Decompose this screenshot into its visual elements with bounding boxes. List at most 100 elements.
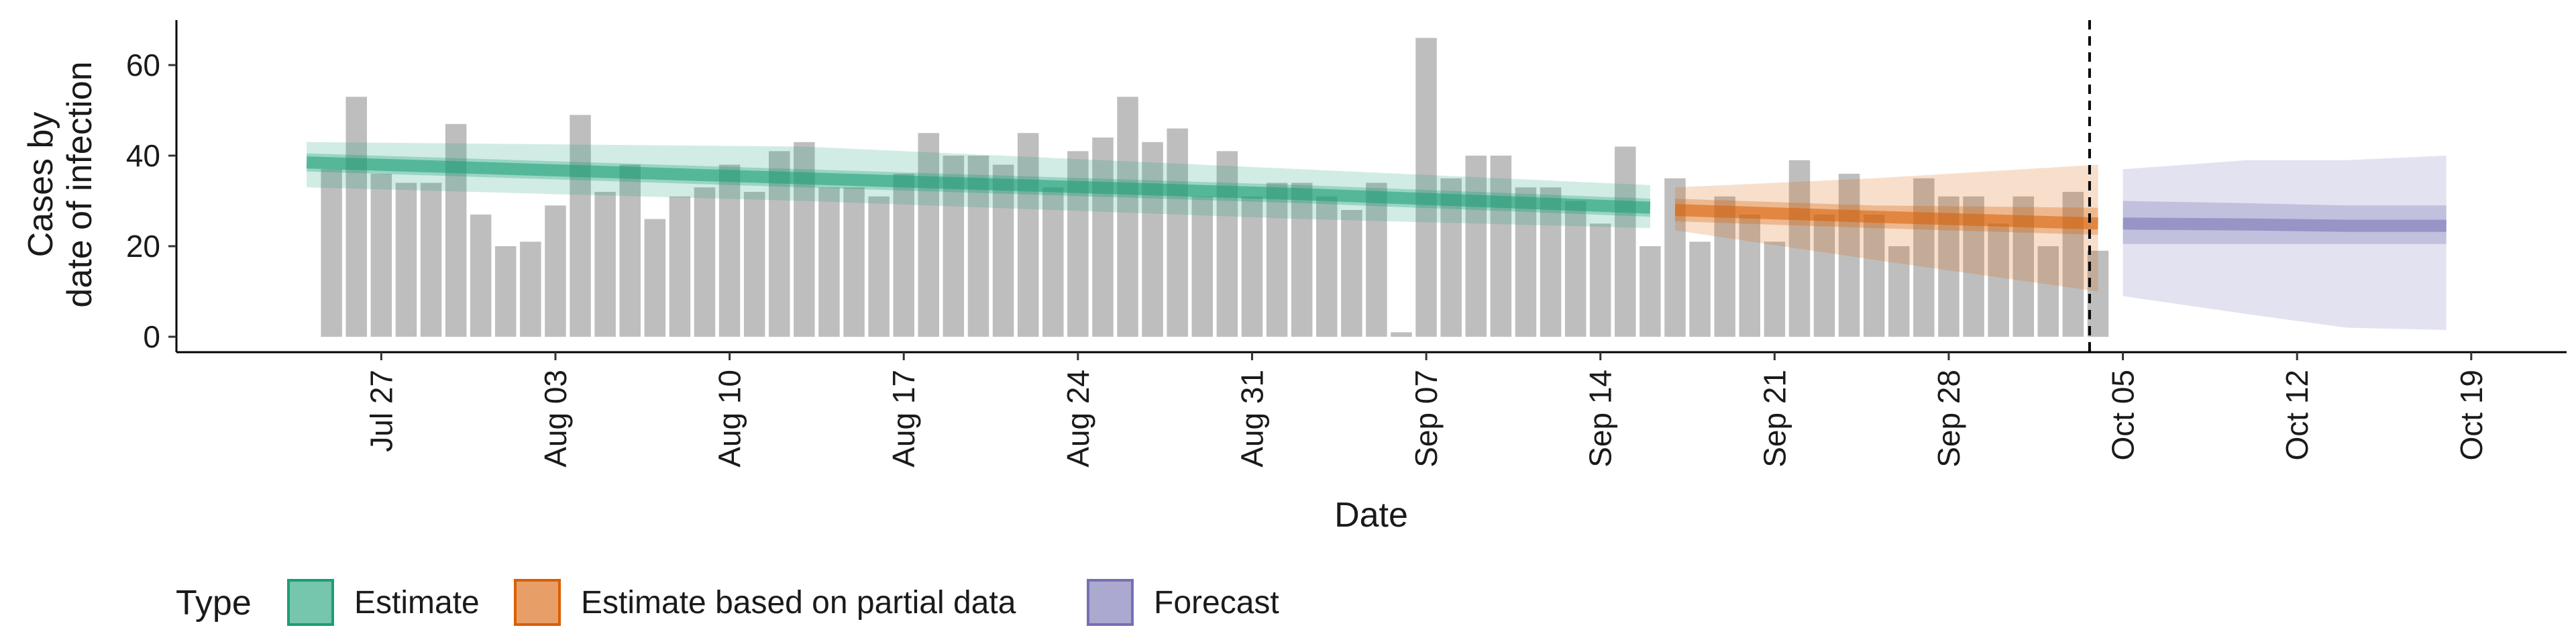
x-tick-label: Aug 17 [886,370,921,468]
case-bar [1714,196,1735,337]
case-bar [2037,246,2059,337]
case-bar [570,115,591,337]
case-bar [1490,156,1512,337]
series-estimate [306,142,1651,228]
case-bar [718,164,741,337]
case-bar [1888,246,1910,337]
median-line [2123,217,2447,232]
case-bar [1415,38,1437,337]
case-bar [918,133,939,337]
median-line [1674,204,2098,230]
case-bar [644,219,666,337]
case-bar [1863,214,1885,337]
y-axis-label-line2: date of infection [60,61,99,307]
axes [175,20,2567,354]
x-tick-label: Sep 07 [1409,370,1444,468]
x-tick-label: Sep 14 [1583,370,1618,468]
case-bar [1366,182,1387,337]
x-tick-label: Oct 05 [2106,370,2141,461]
x-tick-label: Jul 27 [364,370,398,452]
series-estimate-based-on-partial-data [1674,164,2098,292]
case-bar [1017,133,1039,337]
x-tick-label: Sep 28 [1931,370,1966,468]
case-bar [495,246,517,337]
case-bar [1913,178,1935,337]
x-tick-label: Aug 24 [1061,370,1095,468]
case-bar [893,174,914,337]
case-bar [1316,196,1338,337]
y-axis-label-line1: Cases by [21,112,60,258]
case-bar [1167,128,1188,337]
x-tick-label: Sep 21 [1757,370,1792,468]
x-tick-label: Oct 19 [2454,370,2489,461]
legend: Type Estimate Estimate based on partial … [176,579,1279,626]
case-bar [1515,187,1537,337]
case-bar [2087,250,2109,337]
case-bar [1739,214,1760,337]
legend-label-estimate: Estimate [354,585,480,621]
case-bar [1391,332,1412,337]
case-bar [1092,138,1114,337]
case-bar [1988,223,2009,337]
case-bar [594,192,616,337]
legend-title: Type [176,584,252,623]
case-bar [1589,223,1611,337]
case-bar [1191,196,1213,337]
case-bar [445,123,467,337]
legend-key-estimate [287,579,334,626]
case-bar [1838,174,1860,337]
case-bar [1241,196,1263,337]
case-bar [1465,156,1487,337]
case-bar [1788,160,1811,337]
legend-label-partial: Estimate based on partial data [581,585,1016,621]
case-bar [1042,187,1064,337]
y-ticks: 0 20 40 60 [126,48,176,354]
outer-interval-band [2123,156,2447,330]
case-bar [1142,142,1163,337]
case-bar [1117,97,1138,337]
x-tick-label: Oct 12 [2279,370,2314,461]
case-bar [1564,201,1587,337]
legend-key-forecast [1087,579,1134,626]
y-tick-label: 0 [143,319,160,354]
case-bar [470,214,492,337]
case-bar [520,241,541,337]
y-tick-label: 40 [126,138,160,173]
x-axis-label: Date [1334,496,1408,535]
estimate-bands [306,142,2447,330]
case-bar [321,169,342,337]
case-bar [1813,214,1835,337]
case-bar [992,164,1014,337]
case-bar [395,182,417,337]
case-bar [1266,182,1288,337]
y-tick-label: 60 [126,48,160,83]
case-bar [420,182,442,337]
case-bar [1689,241,1711,337]
case-bar [1615,146,1636,337]
x-tick-label: Aug 10 [712,370,747,468]
case-bar [669,196,691,337]
median-line [306,156,1651,214]
case-bar [694,187,716,337]
case-bar [619,164,641,337]
case-bar [1764,241,1786,337]
x-tick-label: Aug 31 [1235,370,1270,468]
case-bar [1341,210,1362,337]
case-bar [743,192,765,337]
case-bar [1640,246,1661,337]
case-bar [345,97,367,337]
legend-key-partial [514,579,561,626]
series-forecast [2123,156,2447,330]
case-bar [1216,151,1238,337]
case-bar [843,187,865,337]
case-bar [2062,192,2084,337]
legend-label-forecast: Forecast [1154,585,1279,621]
case-bar [1540,187,1562,337]
case-bars [321,38,2109,337]
case-bar [545,205,566,337]
x-tick-label: Aug 03 [538,370,573,468]
case-bar [370,174,392,337]
y-tick-label: 20 [126,229,160,264]
case-bar [868,196,890,337]
